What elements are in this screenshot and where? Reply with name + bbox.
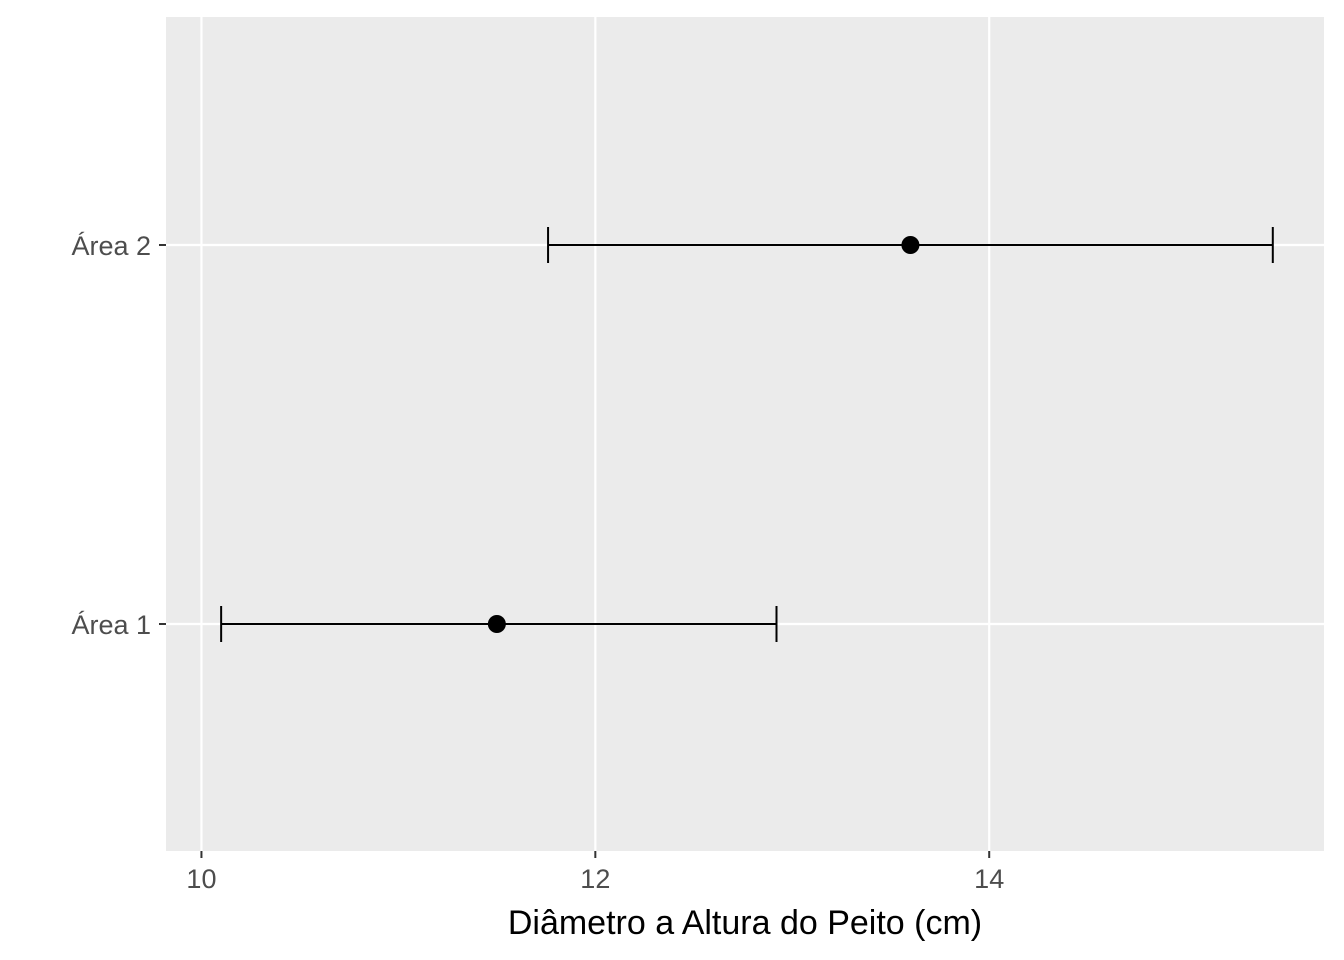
mean-point xyxy=(901,236,920,254)
panel-background xyxy=(166,17,1324,851)
x-axis-title: Diâmetro a Altura do Peito (cm) xyxy=(508,904,982,942)
axes: 10 12 14 Área 1 Área 2 xyxy=(71,231,1004,894)
x-tick-label: 14 xyxy=(974,864,1004,894)
x-tick-label: 10 xyxy=(186,864,216,894)
y-tick-label: Área 1 xyxy=(71,610,151,640)
errorbar-group xyxy=(547,227,1274,263)
y-tick-label: Área 2 xyxy=(71,231,151,261)
mean-point xyxy=(487,615,506,633)
x-tick-label: 12 xyxy=(580,864,610,894)
data-marks xyxy=(220,227,1274,642)
errorbar-group xyxy=(220,606,778,642)
